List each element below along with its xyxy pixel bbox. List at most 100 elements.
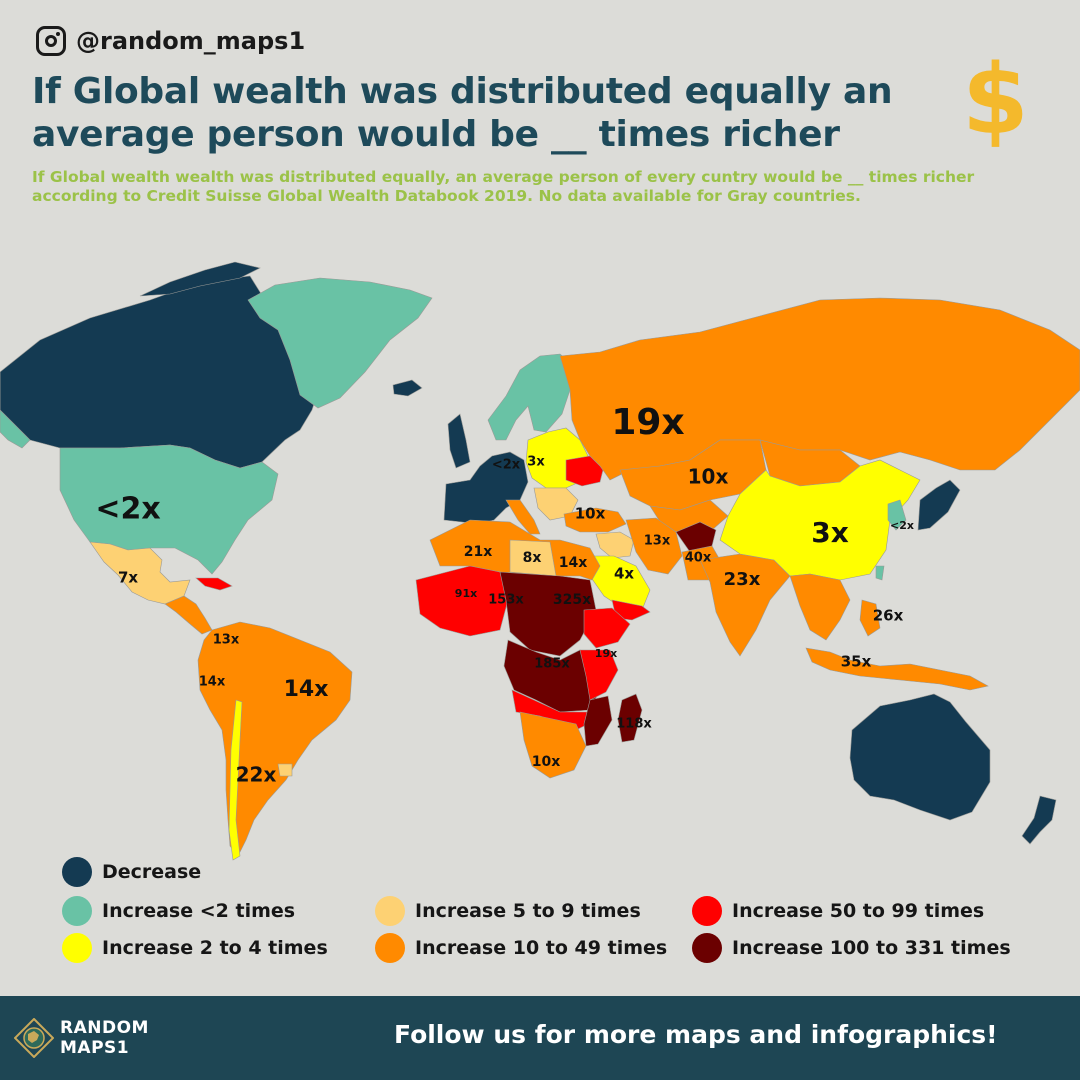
map-label-iran: 13x: [644, 534, 671, 549]
new-zealand-region: [1021, 795, 1057, 845]
indonesia-region: [805, 647, 989, 691]
turkey-region: [563, 507, 627, 533]
taiwan-region: [875, 565, 885, 581]
legend-label: Increase 10 to 49 times: [415, 937, 668, 959]
uk-region: [447, 413, 471, 469]
account-handle-row: @random_maps1: [36, 26, 305, 56]
legend-swatch: [62, 896, 92, 926]
china-region: [719, 459, 921, 581]
title-line-2: average person would be __ times richer: [32, 114, 840, 155]
legend-item-decrease: Decrease: [62, 857, 201, 887]
madagascar-region: [617, 693, 643, 743]
russia-region: [559, 297, 1080, 481]
map-label-chad: 325x: [553, 592, 591, 608]
cuba-region: [195, 577, 233, 591]
map-label-colombia: 13x: [213, 633, 240, 648]
brand-logo[interactable]: RANDOM MAPS1: [14, 1004, 164, 1072]
legend-label: Decrease: [102, 861, 202, 883]
map-label-russia: 19x: [611, 402, 684, 443]
chile-region: [228, 699, 243, 861]
footer-cta: Follow us for more maps and infographics…: [394, 1020, 998, 1049]
map-label-philippines: 26x: [873, 607, 904, 625]
instagram-icon: [36, 26, 66, 56]
logo-text: RANDOM MAPS1: [60, 1018, 149, 1058]
map-label-egypt: 14x: [559, 555, 588, 571]
title-line-1: If Global wealth was distributed equally…: [32, 71, 893, 112]
legend-item-increase-10-49: Increase 10 to 49 times: [375, 933, 667, 963]
mexico-region: [89, 541, 191, 605]
map-label-mexico: 7x: [118, 569, 138, 587]
map-label-niger: 153x: [488, 593, 524, 608]
south-america-region: [197, 621, 353, 857]
map-label-libya: 8x: [523, 550, 542, 566]
map-label-kenya: 19x: [595, 647, 617, 660]
southeast-asia-region: [789, 573, 851, 641]
map-label-argentina: 22x: [236, 763, 277, 787]
globe-logo-icon: [14, 1018, 54, 1058]
legend-item-increase-lt2: Increase <2 times: [62, 896, 295, 926]
canada-islands: [139, 261, 261, 297]
scandinavia-region: [487, 353, 573, 441]
account-handle[interactable]: @random_maps1: [76, 27, 306, 55]
alaska-region: [0, 372, 31, 449]
legend-label: Increase 5 to 9 times: [415, 900, 641, 922]
legend-swatch: [375, 896, 405, 926]
central-america-region: [164, 595, 213, 635]
legend-item-increase-100-331: Increase 100 to 331 times: [692, 933, 1011, 963]
greenland-region: [247, 277, 433, 409]
map-label-pakistan: 40x: [685, 551, 712, 566]
map-label-mali: 91x: [455, 587, 477, 600]
map-label-saudi: 4x: [614, 565, 634, 583]
italy-region: [505, 499, 541, 535]
map-label-germany: <2x: [492, 458, 521, 473]
legend-label: Increase 50 to 99 times: [732, 900, 985, 922]
ethiopia-region: [583, 607, 631, 649]
legend-swatch: [692, 933, 722, 963]
legend: Decrease Increase <2 times Increase 2 to…: [60, 855, 1060, 975]
map-label-kazakhstan: 10x: [688, 465, 729, 489]
legend-swatch: [375, 933, 405, 963]
map-label-usa: <2x: [95, 492, 160, 527]
map-label-drc: 185x: [534, 657, 570, 672]
subtitle: If Global wealth wealth was distributed …: [32, 168, 975, 205]
korea-region: [887, 499, 907, 531]
map-label-indonesia: 35x: [841, 653, 872, 671]
map-label-china: 3x: [811, 516, 849, 549]
map-label-madagascar: 118x: [616, 717, 652, 732]
map-label-brazil: 14x: [284, 677, 329, 702]
west-africa-region: [415, 565, 509, 637]
map-label-turkey: 10x: [575, 505, 606, 523]
east-africa-region: [579, 649, 619, 701]
legend-swatch: [692, 896, 722, 926]
south-africa-region: [519, 711, 587, 779]
iran-region: [625, 517, 683, 575]
legend-item-increase-5-9: Increase 5 to 9 times: [375, 896, 641, 926]
map-label-poland: 3x: [527, 455, 545, 470]
afghanistan-region: [675, 521, 717, 553]
legend-label: Increase 2 to 4 times: [102, 937, 328, 959]
map-label-korea: <2x: [890, 519, 914, 532]
legend-swatch: [62, 857, 92, 887]
japan-region: [917, 479, 961, 531]
dollar-icon: $: [962, 44, 1029, 156]
map-label-india: 23x: [724, 569, 761, 590]
uruguay-region: [277, 763, 293, 777]
legend-label: Increase <2 times: [102, 900, 296, 922]
map-label-algeria: 21x: [464, 544, 493, 560]
australia-region: [849, 693, 991, 821]
mozambique-region: [583, 695, 613, 747]
iceland-region: [392, 379, 423, 397]
map-label-peru: 14x: [199, 675, 226, 690]
philippines-region: [859, 599, 881, 637]
legend-swatch: [62, 933, 92, 963]
legend-item-increase-2-4: Increase 2 to 4 times: [62, 933, 328, 963]
sahel-region: [499, 571, 597, 657]
legend-item-increase-50-99: Increase 50 to 99 times: [692, 896, 984, 926]
footer-bar: RANDOM MAPS1 Follow us for more maps and…: [0, 996, 1080, 1080]
page-title: If Global wealth was distributed equally…: [32, 70, 962, 156]
map-label-south-africa: 10x: [532, 754, 561, 770]
middle-east-region: [595, 531, 635, 559]
legend-label: Increase 100 to 331 times: [732, 937, 1011, 959]
